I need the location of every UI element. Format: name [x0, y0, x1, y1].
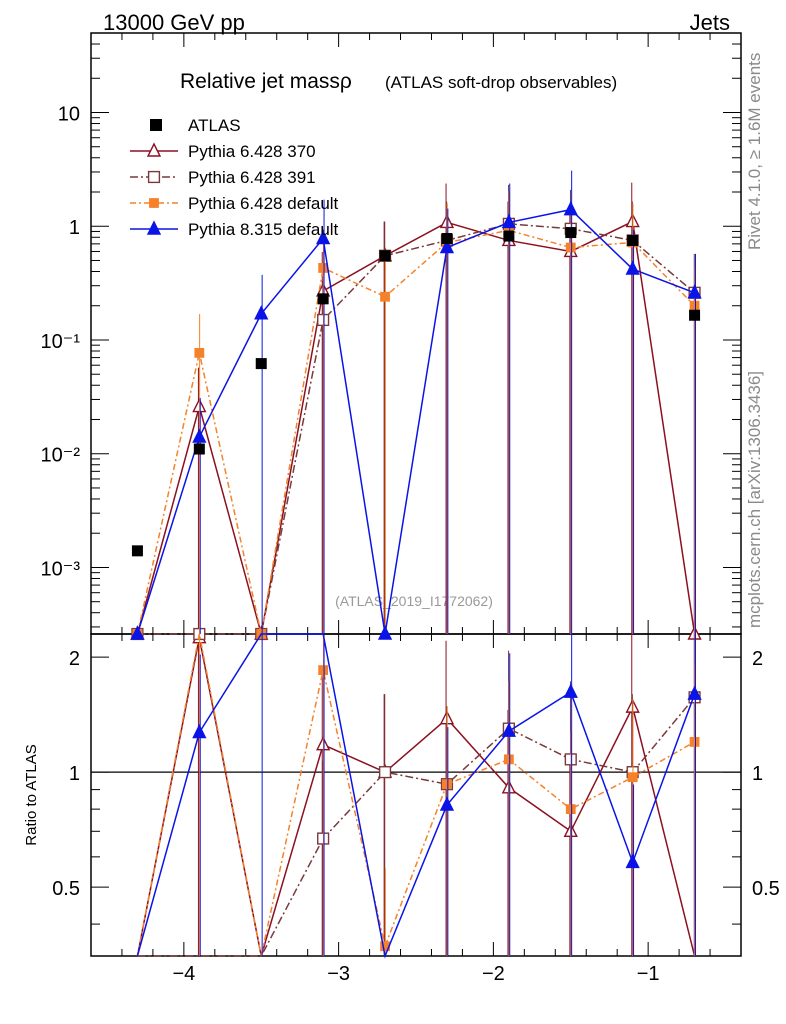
data-point: [689, 300, 700, 311]
series-layer: [130, 170, 702, 959]
legend-item-3: Pythia 8.315 default: [130, 220, 339, 239]
x-tick-label: −1: [637, 963, 660, 985]
series-3: [130, 170, 702, 959]
data-point: [318, 665, 329, 676]
data-point: [147, 170, 161, 184]
ratio-panel-frame: [90, 633, 742, 957]
legend-label: Pythia 6.428 370: [188, 142, 316, 161]
ratio-y-tick-label: 0.5: [52, 878, 80, 900]
ratio-y-tick-label-right: 2: [752, 648, 763, 670]
analysis-watermark: (ATLAS_2019_I1772062): [335, 593, 493, 609]
data-point: [625, 853, 640, 869]
series-line: [136, 208, 695, 635]
data-point: [501, 722, 516, 737]
atlas-point: [255, 358, 267, 370]
x-tick-label: −2: [482, 963, 505, 985]
data-point: [442, 779, 452, 790]
atlas-point: [193, 443, 205, 455]
atlas-reference: [131, 227, 701, 557]
ratio-y-tick-label-right: 0.5: [752, 878, 780, 900]
axis-tick-labels: −4 −3 −2 −1 10⁻³ 10⁻² 10⁻¹ 1 10 0.5 0.5 1 1 2 2: [41, 104, 780, 985]
legend: ATLAS Pythia 6.428 370 Pythia 6.428 391 Pyt…: [130, 116, 339, 239]
legend-item-2: Pythia 6.428 default: [130, 194, 339, 213]
data-point: [565, 242, 576, 253]
data-point: [316, 229, 331, 245]
legend-item-atlas: ATLAS: [150, 116, 241, 135]
data-point: [146, 220, 162, 235]
atlas-point: [565, 227, 577, 239]
data-point: [378, 766, 392, 779]
data-point: [254, 305, 269, 320]
energy-label: 13000 GeV pp: [103, 10, 245, 35]
data-point: [687, 284, 702, 299]
atlas-point: [441, 233, 453, 245]
x-tick-label: −4: [172, 963, 195, 985]
y-tick-label: 1: [69, 217, 80, 239]
ratio-axis-label: Ratio to ATLAS: [23, 744, 40, 845]
ratio-y-tick-label: 2: [69, 648, 80, 670]
ratio-line: [136, 633, 695, 957]
y-tick-label: 10: [58, 104, 80, 126]
rivet-version-label: Rivet 4.1.0, ≥ 1.6M events: [745, 53, 764, 250]
ratio-y-tick-label: 1: [69, 763, 80, 785]
atlas-point: [379, 250, 391, 262]
data-point: [318, 263, 329, 273]
data-point: [563, 201, 578, 216]
legend-item-0: Pythia 6.428 370: [130, 142, 316, 161]
legend-item-1: Pythia 6.428 391: [130, 168, 316, 187]
data-point: [503, 754, 514, 765]
atlas-point: [317, 293, 329, 305]
ratio-line: [136, 633, 696, 959]
series-0: [130, 182, 702, 957]
atlas-point: [131, 545, 143, 557]
data-point: [149, 198, 159, 208]
plot-title: Relative jet massρ: [180, 70, 352, 93]
data-point: [625, 260, 640, 275]
legend-label: Pythia 6.428 391: [188, 168, 316, 187]
data-point: [377, 625, 393, 640]
ratio-line: [136, 637, 696, 957]
process-label: Jets: [690, 10, 730, 35]
y-tick-label: 10⁻¹: [41, 331, 81, 353]
series-line: [136, 229, 696, 635]
data-point: [192, 723, 207, 739]
ratio-y-tick-label-right: 1: [752, 763, 763, 785]
y-tick-label: 10⁻³: [41, 558, 81, 580]
data-point: [501, 213, 516, 229]
legend-label: ATLAS: [188, 116, 241, 135]
legend-label: Pythia 6.428 default: [188, 194, 339, 213]
y-tick-label: 10⁻²: [41, 445, 81, 467]
series-line: [137, 223, 696, 635]
data-point: [627, 772, 638, 783]
series-2: [132, 191, 700, 957]
ratio-line: [137, 696, 696, 957]
data-point: [687, 685, 702, 700]
data-point: [563, 683, 578, 698]
data-point: [689, 736, 700, 747]
series-1: [131, 184, 701, 957]
legend-label: Pythia 8.315 default: [188, 220, 339, 239]
mcplots-source-label: mcplots.cern.ch [arXiv:1306.3436]: [745, 371, 764, 628]
data-point: [439, 796, 455, 811]
data-point: [380, 291, 390, 302]
series-line: [136, 220, 696, 635]
atlas-point: [503, 230, 515, 242]
data-point: [194, 347, 205, 358]
data-point: [130, 625, 145, 640]
plot-subtitle: (ATLAS soft-drop observables): [385, 73, 617, 92]
x-tick-label: −3: [327, 963, 350, 985]
legend-atlas-marker: [150, 119, 162, 131]
data-point: [565, 804, 576, 815]
atlas-point: [627, 234, 639, 246]
data-point: [439, 238, 455, 254]
data-point: [192, 428, 207, 443]
atlas-point: [689, 309, 701, 321]
data-point: [146, 142, 162, 157]
